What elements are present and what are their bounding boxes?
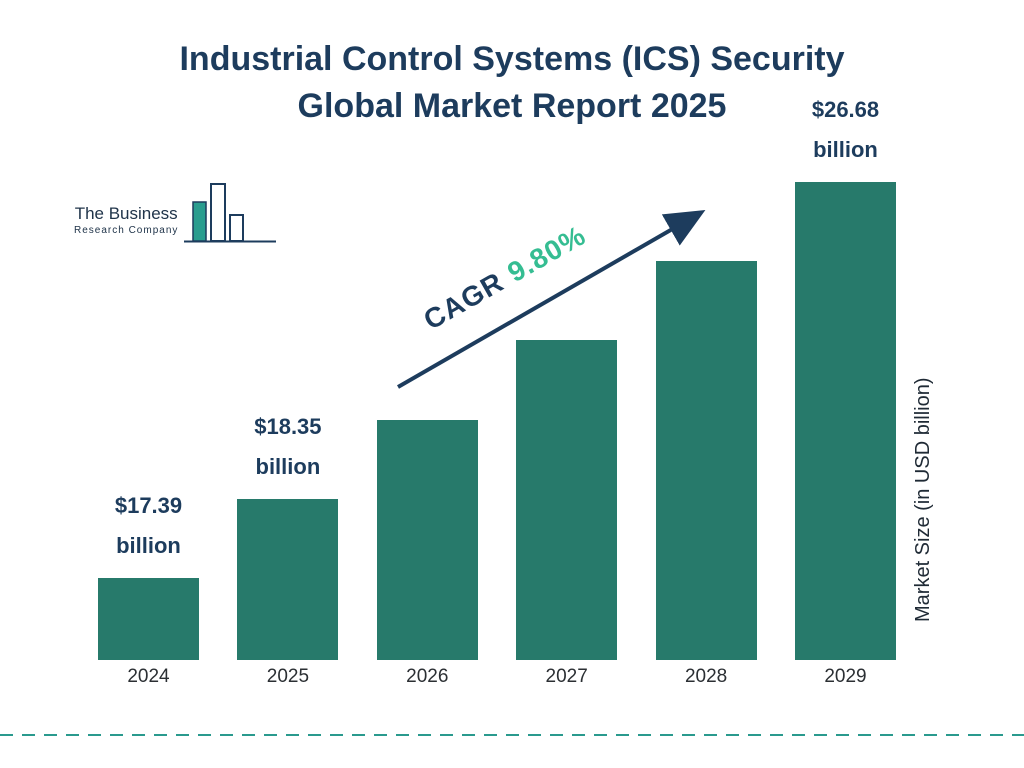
x-axis-label-2024: 2024: [127, 666, 170, 687]
bar-2026: [376, 419, 478, 660]
value-label-amount: $17.39: [114, 493, 183, 518]
cagr-label: CAGR: [418, 266, 509, 336]
value-label-amount: $18.35: [254, 413, 322, 439]
x-axis-label-2029: 2029: [824, 666, 867, 687]
bar-2025: [237, 498, 339, 660]
value-label-unit: billion: [116, 533, 181, 558]
x-axis-label-2026: 2026: [406, 666, 449, 687]
value-label-2029: $26.68 billion: [761, 90, 931, 170]
bar-2028: [655, 261, 757, 660]
x-axis-label-2028: 2028: [684, 666, 728, 687]
page-title-line1: Industrial Control Systems (ICS) Securit…: [179, 40, 845, 78]
page-title: Industrial Control Systems (ICS) Securit…: [0, 36, 1024, 130]
logo-company-subname: Research Company: [74, 225, 179, 236]
y-axis-label: Market Size (in USD billion): [912, 377, 934, 623]
bar-2024: [98, 578, 199, 660]
value-label-2024: $17.39 billion: [64, 486, 234, 566]
logo-text: The Business Research Company: [74, 204, 178, 236]
bar-2029: [795, 182, 896, 660]
bottom-divider: [0, 734, 1024, 736]
company-logo: The Business Research Company: [74, 182, 277, 246]
page-title-line2: Global Market Report 2025: [297, 86, 727, 125]
x-axis-label-2027: 2027: [545, 666, 588, 687]
bar-2027: [516, 340, 618, 660]
x-axis-label-2025: 2025: [266, 666, 310, 687]
value-label-2025: $18.35 billion: [203, 407, 373, 487]
bar-chart-logo-icon: [184, 183, 277, 243]
value-label-unit: billion: [813, 137, 878, 162]
value-label-unit: billion: [255, 453, 321, 479]
value-label-amount: $26.68: [811, 97, 880, 122]
cagr-value: 9.80%: [502, 219, 592, 289]
logo-company-name: The Business: [74, 204, 178, 223]
